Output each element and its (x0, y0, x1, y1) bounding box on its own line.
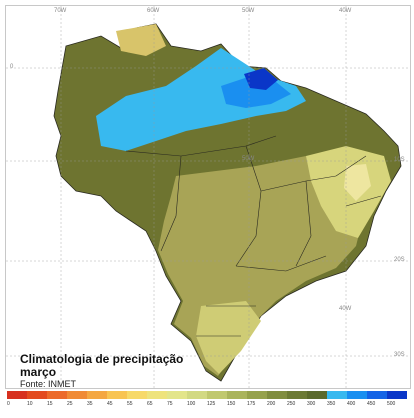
legend-swatch (227, 391, 247, 399)
legend-tick-label: 35 (87, 401, 93, 407)
color-legend: 0 10 15 25 35 45 55 65 75 100 125 150 175 200 250 300 35… (7, 391, 407, 415)
grid-label-0: 0 (10, 64, 14, 70)
grid-label-50w: 50W (242, 8, 255, 14)
legend-swatch (7, 391, 27, 399)
region-north-low (116, 24, 166, 56)
legend-swatch (347, 391, 367, 399)
legend-swatch (187, 391, 207, 399)
legend-swatch (67, 391, 87, 399)
grid-label-inner-40w: 40W (339, 306, 352, 312)
precipitation-map (6, 6, 410, 388)
legend-tick-label: 175 (247, 401, 256, 407)
legend-tick-label: 350 (327, 401, 336, 407)
legend-tick-label: 15 (47, 401, 53, 407)
legend-swatch (247, 391, 267, 399)
map-frame: 70W 60W 50W 40W 0 10S 20S 30S 50W 40W Cl… (5, 5, 411, 389)
map-source: Fonte: INMET (20, 379, 77, 389)
legend-color-bar (7, 391, 407, 399)
grid-label-10s: 10S (394, 157, 405, 163)
legend-tick-label: 25 (67, 401, 73, 407)
legend-tick-label: 45 (107, 401, 113, 407)
legend-swatch (147, 391, 167, 399)
grid-label-40w: 40W (339, 8, 352, 14)
legend-swatch (167, 391, 187, 399)
legend-swatch (107, 391, 127, 399)
map-caption: Climatologia de precipitação março Fonte… (20, 353, 183, 389)
region-south-low (196, 301, 261, 374)
state-borders (125, 135, 382, 337)
region-peak (244, 68, 278, 90)
legend-swatch (287, 391, 307, 399)
legend-tick-label: 150 (227, 401, 236, 407)
legend-swatch (47, 391, 67, 399)
grid-label-inner-50w: 50W (242, 156, 255, 162)
grid-label-70w: 70W (54, 8, 67, 14)
legend-ticks: 0 10 15 25 35 45 55 65 75 100 125 150 175 200 250 300 35… (7, 401, 407, 407)
legend-swatch (327, 391, 347, 399)
map-subtitle-month: março (20, 365, 57, 379)
legend-tick-label: 55 (127, 401, 133, 407)
legend-swatch (387, 391, 407, 399)
legend-tick-label: 75 (167, 401, 173, 407)
legend-tick-label: 500 (387, 401, 396, 407)
legend-tick-label: 125 (207, 401, 216, 407)
map-title: Climatologia de precipitação (20, 352, 184, 366)
region-very-low (344, 164, 371, 201)
legend-swatch (307, 391, 327, 399)
legend-swatch (367, 391, 387, 399)
legend-swatch (207, 391, 227, 399)
legend-tick-label: 300 (307, 401, 316, 407)
legend-tick-label: 250 (287, 401, 296, 407)
legend-swatch (267, 391, 287, 399)
legend-tick-label: 0 (7, 401, 10, 407)
legend-swatch (127, 391, 147, 399)
legend-tick-label: 100 (187, 401, 196, 407)
grid-label-60w: 60W (147, 8, 160, 14)
legend-swatch (87, 391, 107, 399)
legend-tick-label: 200 (267, 401, 276, 407)
legend-tick-label: 10 (27, 401, 33, 407)
legend-tick-label: 450 (367, 401, 376, 407)
legend-swatch (27, 391, 47, 399)
legend-tick-label: 400 (347, 401, 356, 407)
grid-label-30s: 30S (394, 352, 405, 358)
grid-label-20s: 20S (394, 257, 405, 263)
graticule (6, 6, 410, 388)
legend-tick-label: 65 (147, 401, 153, 407)
region-very-high (221, 76, 291, 108)
